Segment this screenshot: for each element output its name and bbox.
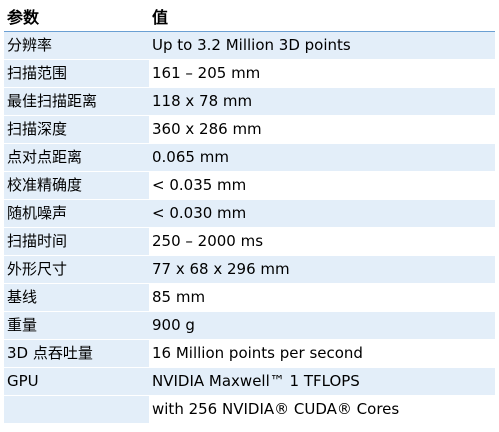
row-value: 161 – 205 mm: [149, 59, 495, 88]
row-param: 3D 点吞吐量: [4, 339, 149, 368]
row-value: < 0.035 mm: [149, 171, 495, 200]
row-param: GPU: [4, 367, 149, 396]
row-value: Up to 3.2 Million 3D points: [149, 31, 495, 60]
header-row: 参数 值: [4, 4, 495, 32]
row-param: 最佳扫描距离: [4, 87, 149, 116]
table-row: 扫描时间 250 – 2000 ms: [4, 227, 495, 256]
row-param: 扫描时间: [4, 227, 149, 256]
table-row: with 256 NVIDIA® CUDA® Cores: [4, 395, 495, 423]
row-param: 随机噪声: [4, 199, 149, 228]
row-value: with 256 NVIDIA® CUDA® Cores: [149, 395, 495, 423]
row-param: [4, 395, 149, 423]
spec-table: 参数 值 分辨率 Up to 3.2 Million 3D points 扫描范…: [4, 4, 495, 423]
row-param: 扫描深度: [4, 115, 149, 144]
row-param: 点对点距离: [4, 143, 149, 172]
row-value: 900 g: [149, 311, 495, 340]
row-param: 分辨率: [4, 31, 149, 60]
row-param: 外形尺寸: [4, 255, 149, 284]
row-value: NVIDIA Maxwell™ 1 TFLOPS: [149, 367, 495, 396]
table-row: 重量 900 g: [4, 311, 495, 340]
header-value: 值: [149, 4, 495, 32]
row-param: 重量: [4, 311, 149, 340]
table-row: 扫描深度 360 x 286 mm: [4, 115, 495, 144]
row-value: 0.065 mm: [149, 143, 495, 172]
row-value: 85 mm: [149, 283, 495, 312]
row-param: 扫描范围: [4, 59, 149, 88]
table-row: 扫描范围 161 – 205 mm: [4, 59, 495, 88]
table-row: 校准精确度 < 0.035 mm: [4, 171, 495, 200]
table-row: 随机噪声 < 0.030 mm: [4, 199, 495, 228]
header-param: 参数: [4, 4, 149, 32]
table-row: 分辨率 Up to 3.2 Million 3D points: [4, 31, 495, 60]
row-value: < 0.030 mm: [149, 199, 495, 228]
table-row: GPU NVIDIA Maxwell™ 1 TFLOPS: [4, 367, 495, 396]
row-value: 250 – 2000 ms: [149, 227, 495, 256]
row-value: 360 x 286 mm: [149, 115, 495, 144]
row-param: 校准精确度: [4, 171, 149, 200]
row-value: 16 Million points per second: [149, 339, 495, 368]
row-value: 77 x 68 x 296 mm: [149, 255, 495, 284]
table-row: 外形尺寸 77 x 68 x 296 mm: [4, 255, 495, 284]
table-row: 基线 85 mm: [4, 283, 495, 312]
table-row: 点对点距离 0.065 mm: [4, 143, 495, 172]
row-value: 118 x 78 mm: [149, 87, 495, 116]
row-param: 基线: [4, 283, 149, 312]
table-row: 3D 点吞吐量 16 Million points per second: [4, 339, 495, 368]
table-row: 最佳扫描距离 118 x 78 mm: [4, 87, 495, 116]
